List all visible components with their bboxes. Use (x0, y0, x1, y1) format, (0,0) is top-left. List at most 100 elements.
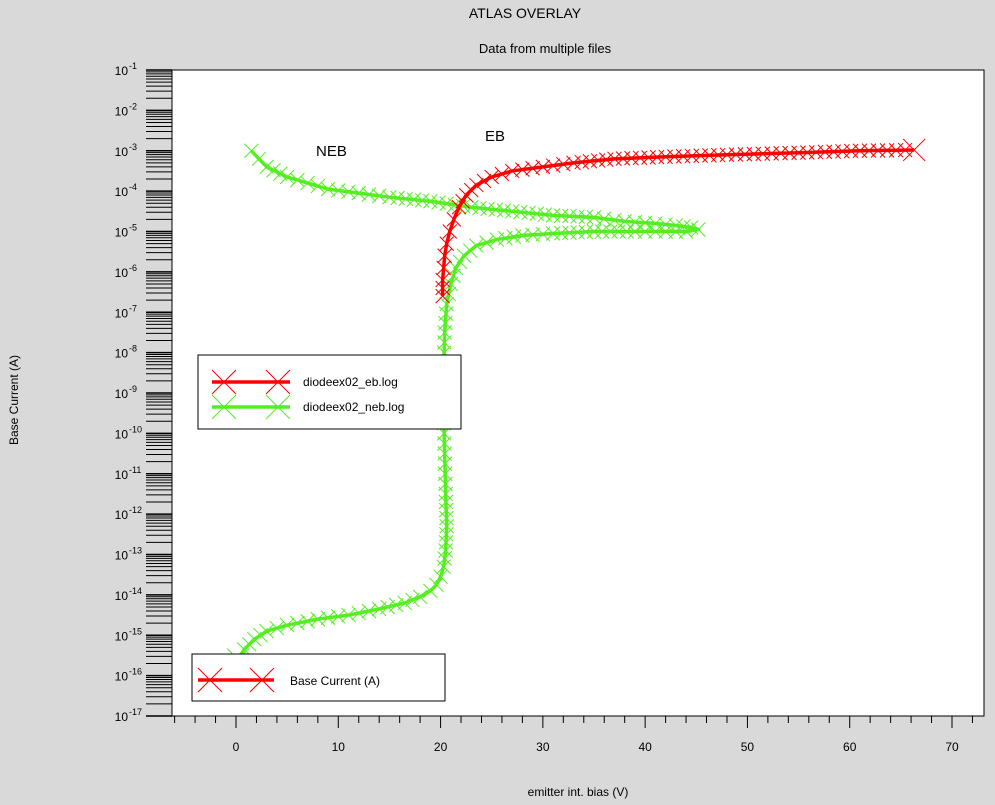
y-tick-label: 10 (115, 629, 129, 643)
y-tick-exponent: -16 (129, 667, 142, 677)
x-tick-label: 10 (332, 740, 346, 754)
data-point-marker (439, 510, 454, 526)
legend-label-neb: diodeex02_neb.log (303, 400, 404, 414)
data-point-marker (494, 166, 510, 182)
data-point-marker (562, 208, 577, 224)
data-point-marker (553, 208, 569, 224)
data-point-marker (439, 518, 455, 534)
data-point-marker (586, 224, 602, 239)
y-tick-label: 10 (115, 387, 129, 401)
data-point-marker (452, 254, 468, 270)
data-point-marker (290, 615, 305, 631)
data-point-marker (489, 232, 505, 247)
data-point-marker (371, 601, 387, 617)
data-point-marker (637, 224, 653, 239)
chart-title: ATLAS OVERLAY (469, 5, 582, 21)
data-point-marker (279, 169, 295, 185)
y-tick-label: 10 (115, 347, 129, 361)
data-point-marker (405, 592, 420, 608)
legend-sample-neb (211, 394, 291, 420)
legend-marker (265, 394, 291, 420)
data-point-marker (438, 535, 454, 550)
annotation-neb: NEB (316, 143, 347, 160)
series-layer (226, 138, 926, 671)
y-tick-exponent: -8 (129, 344, 137, 354)
x-axis: 0 10 20 30 40 50 60 70 (174, 716, 973, 754)
legend-2-box (191, 653, 446, 702)
y-tick-label: 10 (115, 508, 129, 522)
data-point-marker (462, 243, 478, 259)
y-tick-exponent: -4 (129, 182, 137, 192)
data-point-marker (578, 224, 594, 240)
y-tick-label: 10 (115, 549, 129, 563)
data-point-marker (279, 617, 295, 633)
x-axis-label: emitter int. bias (V) (528, 785, 629, 799)
y-tick-exponent: -17 (129, 707, 142, 717)
legend-box (197, 354, 462, 430)
y-tick-label: 10 (115, 266, 129, 280)
legend-marker (211, 394, 237, 420)
x-tick-label: 20 (434, 740, 448, 754)
data-point-marker (272, 166, 288, 181)
data-point-marker (443, 276, 459, 292)
data-point-marker (435, 288, 450, 304)
data-point-marker (397, 595, 413, 611)
data-point-marker (658, 224, 673, 239)
data-point-marker (436, 260, 451, 276)
x-tick-label: 60 (843, 740, 857, 754)
data-point-marker (269, 620, 285, 636)
y-tick-exponent: -1 (129, 61, 137, 71)
y-tick-exponent: -11 (129, 465, 141, 475)
x-tick-label: 40 (638, 740, 652, 754)
annotation-eb: EB (485, 128, 505, 145)
legend-2-label: Base Current (A) (290, 674, 380, 688)
y-tick-label: 10 (115, 185, 129, 199)
data-point-marker (435, 272, 450, 288)
data-point-marker (456, 248, 472, 264)
y-tick-exponent: -9 (129, 384, 137, 394)
y-tick-exponent: -2 (129, 101, 137, 111)
data-point-marker (436, 559, 451, 574)
legend-label-eb: diodeex02_eb.log (303, 375, 398, 389)
legend: diodeex02_eb.log diodeex02_neb.log (197, 354, 462, 430)
data-point-marker (570, 209, 585, 224)
data-point-marker (300, 175, 315, 191)
data-point-marker (266, 162, 281, 178)
y-tick-label: 10 (115, 64, 129, 78)
data-point-marker (678, 224, 694, 239)
data-point-marker (300, 613, 315, 629)
data-point-marker (479, 235, 494, 250)
legend-marker (265, 369, 291, 395)
data-point-marker (412, 589, 428, 605)
data-point-marker (668, 224, 684, 239)
data-point-marker (439, 526, 454, 542)
y-tick-exponent: -12 (129, 505, 142, 515)
data-point-marker (438, 486, 454, 502)
data-point-marker (422, 583, 438, 599)
y-axis-label: Base Current (A) (7, 355, 21, 445)
data-point-marker (594, 224, 610, 239)
data-point-marker (442, 224, 458, 239)
legend-marker (249, 667, 275, 693)
data-point-marker (902, 138, 926, 162)
data-point-marker (611, 224, 626, 239)
data-point-marker (437, 248, 453, 264)
data-point-marker (562, 225, 577, 241)
data-point-marker (310, 611, 326, 627)
data-point-marker (446, 268, 461, 284)
data-point-marker (578, 209, 594, 225)
data-point-marker (380, 599, 396, 615)
data-point-marker (619, 224, 635, 239)
y-tick-exponent: -7 (129, 303, 137, 313)
data-point-marker (446, 212, 462, 227)
y-tick-label: 10 (115, 710, 129, 724)
data-point-marker (469, 238, 484, 253)
series-neb (226, 143, 706, 671)
data-point-marker (484, 169, 500, 185)
y-tick-exponent: -14 (129, 586, 142, 596)
data-point-marker (648, 224, 663, 239)
data-point-marker (690, 222, 706, 237)
y-tick-label: 10 (115, 427, 129, 441)
legend-marker (197, 667, 223, 693)
